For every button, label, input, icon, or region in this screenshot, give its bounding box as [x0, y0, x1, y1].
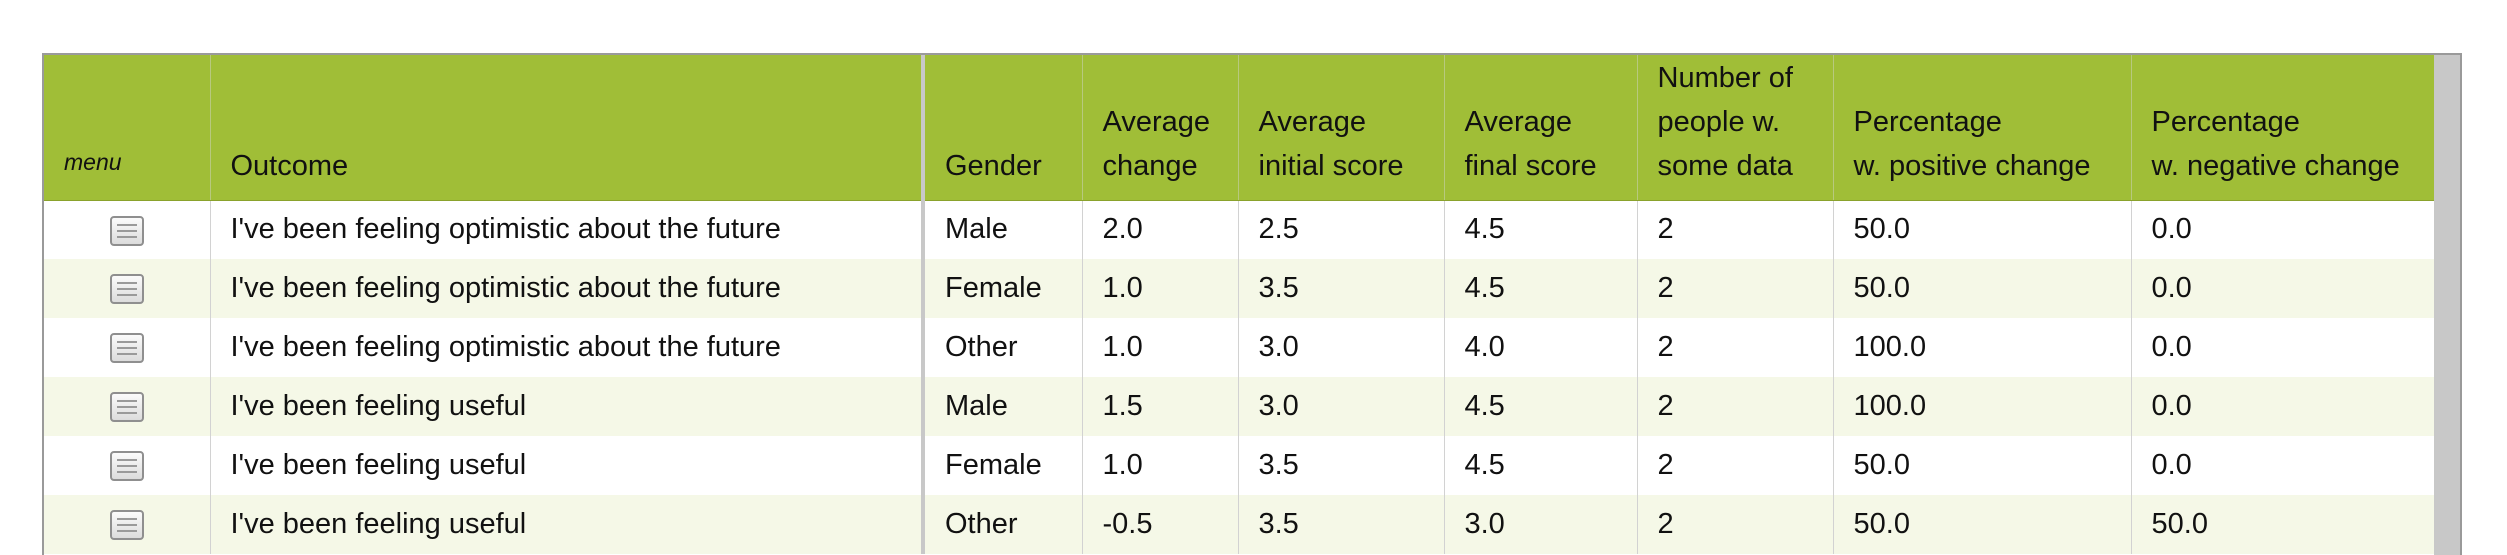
number-of-people-cell: 2: [1637, 377, 1834, 436]
number-of-people-cell: 2: [1637, 200, 1834, 259]
list-menu-icon[interactable]: [109, 274, 144, 305]
average-change-cell: 1.0: [1082, 318, 1239, 377]
percentage-positive-change-cell: 50.0: [1833, 200, 2132, 259]
average-initial-score-cell: 3.5: [1238, 495, 1445, 554]
header-outcome-label: Outcome: [230, 149, 349, 182]
percentage-positive-change-cell: 50.0: [1833, 259, 2132, 318]
percentage-negative-change-cell: 0.0: [2131, 436, 2435, 495]
table-row: I've been feeling optimistic about the f…: [44, 259, 2435, 318]
list-menu-icon[interactable]: [109, 333, 144, 364]
average-final-score-cell: 4.5: [1444, 259, 1638, 318]
percentage-positive-change-cell: 50.0: [1833, 436, 2132, 495]
average-change-cell: 1.5: [1082, 377, 1239, 436]
list-menu-icon[interactable]: [109, 451, 144, 482]
average-initial-score-cell: 2.5: [1238, 200, 1445, 259]
header-average-final-line1: Average: [1464, 105, 1573, 138]
header-percentage-negative-line1: Percentage: [2151, 105, 2300, 138]
row-menu-cell: [44, 495, 211, 554]
percentage-negative-change-cell: 50.0: [2131, 495, 2435, 554]
average-initial-score-cell: 3.0: [1238, 318, 1445, 377]
header-average-change-line1: Average: [1102, 105, 1211, 138]
header-percentage-positive-change[interactable]: Percentage w. positive change: [1833, 55, 2132, 201]
average-final-score-cell: 3.0: [1444, 495, 1638, 554]
header-average-final-line2: final score: [1464, 149, 1597, 182]
outcome-cell: I've been feeling optimistic about the f…: [210, 200, 925, 259]
header-average-initial-line2: initial score: [1258, 149, 1404, 182]
gender-cell: Female: [923, 259, 1083, 318]
average-initial-score-cell: 3.5: [1238, 259, 1445, 318]
header-average-final-score[interactable]: Average final score: [1444, 55, 1638, 201]
number-of-people-cell: 2: [1637, 436, 1834, 495]
table-row: I've been feeling optimistic about the f…: [44, 200, 2435, 259]
average-final-score-cell: 4.5: [1444, 436, 1638, 495]
average-change-cell: -0.5: [1082, 495, 1239, 554]
percentage-positive-change-cell: 50.0: [1833, 495, 2132, 554]
average-final-score-cell: 4.5: [1444, 200, 1638, 259]
header-outcome[interactable]: Outcome: [210, 55, 925, 201]
header-percentage-positive-line1: Percentage: [1853, 105, 2002, 138]
percentage-negative-change-cell: 0.0: [2131, 200, 2435, 259]
header-average-change[interactable]: Average change: [1082, 55, 1239, 201]
row-menu-cell: [44, 259, 211, 318]
percentage-negative-change-cell: 0.0: [2131, 318, 2435, 377]
number-of-people-cell: 2: [1637, 495, 1834, 554]
gender-cell: Male: [923, 377, 1083, 436]
header-number-people-line1: Number of: [1657, 61, 1793, 94]
results-table-frame: menu Outcome Gender Average change Averag…: [42, 53, 2462, 555]
number-of-people-cell: 2: [1637, 259, 1834, 318]
header-average-change-line2: change: [1102, 149, 1198, 182]
table-row: I've been feeling useful Male 1.5 3.0 4.…: [44, 377, 2435, 436]
row-menu-cell: [44, 436, 211, 495]
average-change-cell: 1.0: [1082, 436, 1239, 495]
percentage-negative-change-cell: 0.0: [2131, 377, 2435, 436]
average-initial-score-cell: 3.0: [1238, 377, 1445, 436]
outcome-cell: I've been feeling useful: [210, 436, 925, 495]
number-of-people-cell: 2: [1637, 318, 1834, 377]
outcome-cell: I've been feeling optimistic about the f…: [210, 318, 925, 377]
average-change-cell: 2.0: [1082, 200, 1239, 259]
gender-cell: Other: [923, 318, 1083, 377]
percentage-positive-change-cell: 100.0: [1833, 318, 2132, 377]
results-table: menu Outcome Gender Average change Averag…: [44, 55, 2435, 554]
average-change-cell: 1.0: [1082, 259, 1239, 318]
gender-cell: Male: [923, 200, 1083, 259]
table-row: I've been feeling optimistic about the f…: [44, 318, 2435, 377]
header-menu: menu: [44, 55, 211, 201]
gender-cell: Other: [923, 495, 1083, 554]
list-menu-icon[interactable]: [109, 510, 144, 541]
table-header-row: menu Outcome Gender Average change Averag…: [44, 55, 2435, 201]
header-average-initial-score[interactable]: Average initial score: [1238, 55, 1445, 201]
table-row: I've been feeling useful Other -0.5 3.5 …: [44, 495, 2435, 554]
header-percentage-positive-line2: w. positive change: [1853, 149, 2091, 182]
list-menu-icon[interactable]: [109, 215, 144, 246]
gender-cell: Female: [923, 436, 1083, 495]
outcome-cell: I've been feeling useful: [210, 377, 925, 436]
header-average-initial-line1: Average: [1258, 105, 1367, 138]
header-number-of-people[interactable]: Number of people w. some data: [1637, 55, 1834, 201]
percentage-positive-change-cell: 100.0: [1833, 377, 2132, 436]
row-menu-cell: [44, 318, 211, 377]
header-percentage-negative-change[interactable]: Percentage w. negative change: [2131, 55, 2435, 201]
header-gender-label: Gender: [945, 149, 1042, 182]
header-gender[interactable]: Gender: [923, 55, 1083, 201]
list-menu-icon[interactable]: [109, 392, 144, 423]
average-final-score-cell: 4.0: [1444, 318, 1638, 377]
percentage-negative-change-cell: 0.0: [2131, 259, 2435, 318]
vertical-scrollbar[interactable]: [2434, 55, 2460, 555]
header-percentage-negative-line2: w. negative change: [2151, 149, 2400, 182]
average-final-score-cell: 4.5: [1444, 377, 1638, 436]
row-menu-cell: [44, 200, 211, 259]
average-initial-score-cell: 3.5: [1238, 436, 1445, 495]
outcome-cell: I've been feeling useful: [210, 495, 925, 554]
header-number-people-line2: people w.: [1657, 105, 1781, 138]
outcome-cell: I've been feeling optimistic about the f…: [210, 259, 925, 318]
table-row: I've been feeling useful Female 1.0 3.5 …: [44, 436, 2435, 495]
header-number-people-line3: some data: [1657, 149, 1793, 182]
header-menu-label: menu: [64, 148, 122, 175]
row-menu-cell: [44, 377, 211, 436]
